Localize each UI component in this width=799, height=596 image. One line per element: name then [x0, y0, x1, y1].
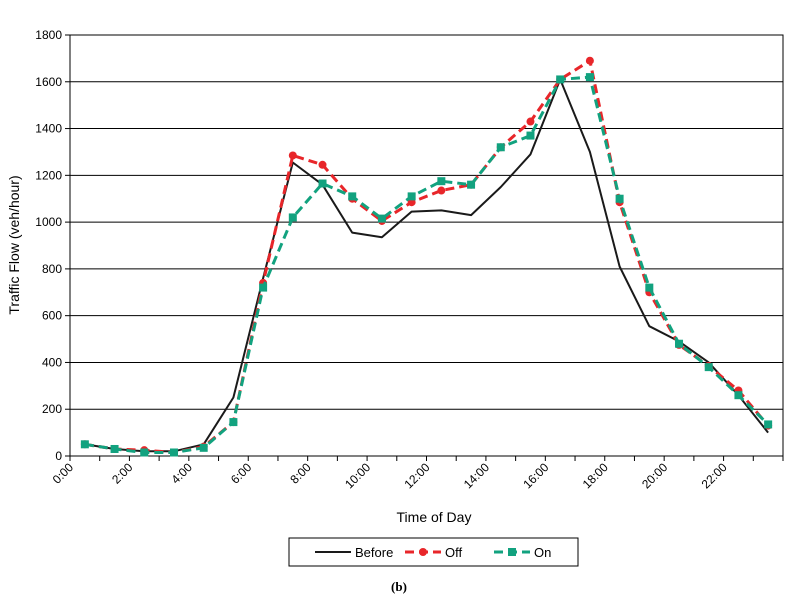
series-on: [80, 73, 773, 457]
legend-label: Before: [355, 545, 393, 560]
data-point: [318, 160, 327, 169]
legend-label: Off: [445, 545, 462, 560]
plot-frame: [69, 34, 784, 457]
y-tick-labels: 0 200 400 600 800 1000 1200 1400 1600 1800: [35, 28, 62, 463]
y-tick-label: 1800: [35, 28, 62, 42]
series-line-on: [84, 75, 770, 454]
series-lines: [80, 56, 773, 457]
x-tick-label: 2:00: [109, 460, 136, 487]
data-point: [734, 391, 743, 400]
data-point: [585, 73, 594, 82]
y-tick-label: 1200: [35, 168, 62, 182]
x-tick-label: 10:00: [342, 460, 373, 491]
x-axis-title: Time of Day: [397, 509, 472, 525]
legend-item-before: Before: [315, 545, 393, 560]
data-point: [80, 440, 89, 449]
x-tick-label: 14:00: [461, 460, 492, 491]
x-tick-label: 0:00: [50, 460, 77, 487]
x-tick-labels: 0:00 2:00 4:00 6:00 8:00 10:00 12:00 14:00 16:00…: [50, 460, 730, 491]
y-tick-label: 600: [42, 309, 62, 323]
data-point: [615, 194, 624, 203]
series-off: [80, 56, 773, 457]
data-point: [229, 418, 238, 427]
y-tick-label: 1000: [35, 215, 62, 229]
y-tick-label: 0: [55, 449, 62, 463]
data-point: [675, 339, 684, 348]
axes: [65, 34, 784, 461]
gridlines: [70, 34, 783, 410]
y-tick-label: 800: [42, 262, 62, 276]
data-point: [377, 214, 386, 223]
data-point: [704, 363, 713, 372]
x-tick-label: 4:00: [169, 460, 196, 487]
data-point: [496, 143, 505, 152]
data-point: [199, 443, 208, 452]
legend-item-off: Off: [405, 545, 462, 560]
x-tick-label: 8:00: [287, 460, 314, 487]
legend-item-on: On: [494, 545, 551, 560]
y-tick-label: 1600: [35, 75, 62, 89]
x-tick-label: 18:00: [580, 460, 611, 491]
series-before: [84, 78, 769, 453]
data-point: [437, 177, 446, 186]
data-point: [259, 283, 268, 292]
x-tick-label: 20:00: [639, 460, 670, 491]
data-point: [526, 117, 535, 126]
x-tick-label: 22:00: [699, 460, 730, 491]
x-tick-label: 6:00: [228, 460, 255, 487]
series-line-before: [84, 78, 769, 453]
series-line-off: [84, 59, 770, 454]
y-tick-label: 400: [42, 355, 62, 369]
data-point: [110, 444, 119, 453]
data-point: [467, 180, 476, 189]
legend-label: On: [534, 545, 551, 560]
y-tick-label: 200: [42, 402, 62, 416]
data-point: [585, 56, 594, 65]
data-point: [318, 179, 327, 188]
data-point: [645, 283, 654, 292]
legend: Before Off On: [288, 537, 579, 567]
data-point: [169, 448, 178, 457]
data-point: [407, 192, 416, 201]
data-point: [419, 548, 427, 556]
data-point: [437, 186, 446, 195]
y-tick-label: 1400: [35, 122, 62, 136]
y-axis-title: Traffic Flow (veh/hour): [6, 175, 22, 314]
data-point: [288, 213, 297, 222]
x-tick-label: 12:00: [401, 460, 432, 491]
x-tick-label: 16:00: [520, 460, 551, 491]
data-point: [508, 548, 516, 556]
data-point: [526, 131, 535, 140]
data-point: [556, 75, 565, 84]
data-point: [764, 420, 773, 429]
figure-caption: (b): [391, 579, 407, 594]
data-point: [348, 192, 357, 201]
data-point: [140, 448, 149, 457]
data-point: [288, 151, 297, 160]
